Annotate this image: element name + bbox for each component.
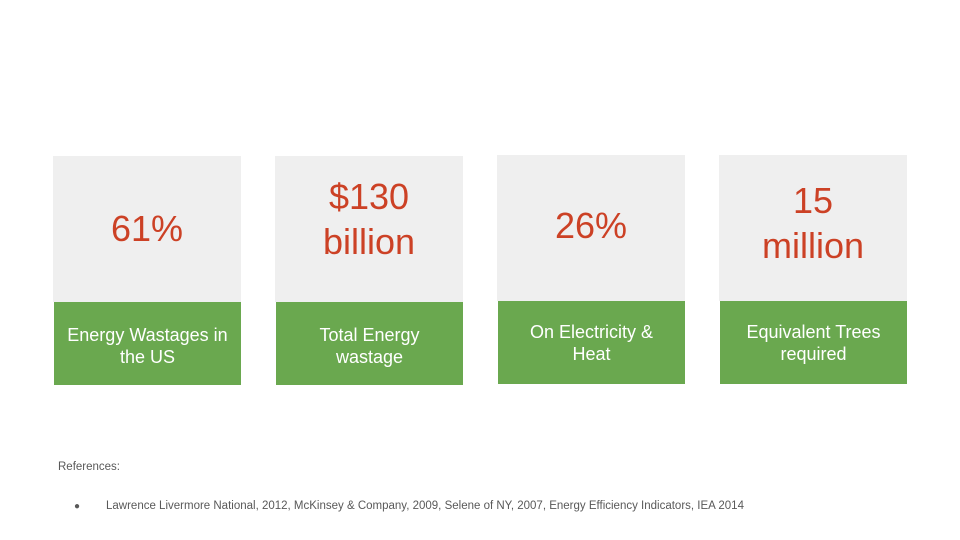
bullet-icon: ● [74,500,81,512]
stat-value: 26% [554,204,628,246]
stat-label-box: Energy Wastages in the US [54,302,241,385]
stat-label-box: Equivalent Trees required [720,301,907,384]
stat-label: On Electricity & Heat [529,321,654,364]
stat-value: 15 million [761,180,865,266]
stat-label: Equivalent Trees required [746,321,881,364]
stat-value: 61% [110,207,184,249]
stat-value-box: 61% [53,156,241,302]
reference-item: Lawrence Livermore National, 2012, McKin… [106,500,744,512]
stat-label: Energy Wastages in the US [67,324,228,367]
stat-value-box: 15 million [719,155,907,301]
stat-value-box: 26% [497,155,685,301]
stat-label: Total Energy wastage [319,324,420,367]
stat-label-box: On Electricity & Heat [498,301,685,384]
stat-value-box: $130 billion [275,156,463,302]
stat-value: $130 billion [322,176,416,262]
stat-label-box: Total Energy wastage [276,302,463,385]
references-heading: References: [58,461,121,473]
references-list: ● Lawrence Livermore National, 2012, McK… [74,500,744,512]
